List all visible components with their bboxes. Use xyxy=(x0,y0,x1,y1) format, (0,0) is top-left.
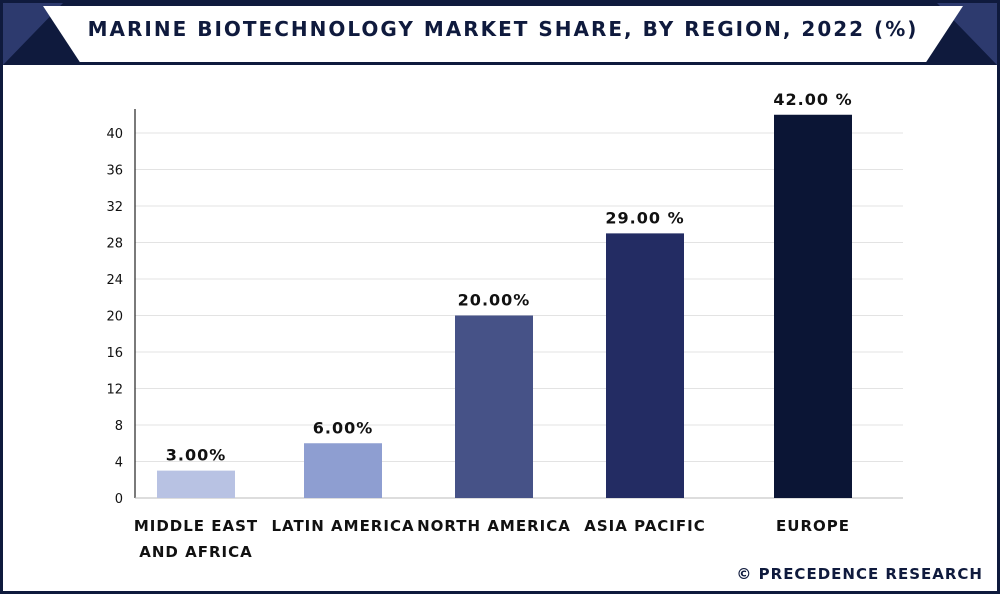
header-panel xyxy=(43,6,963,62)
y-tick-label: 0 xyxy=(115,492,123,507)
x-tick-label: LATIN AMERICA xyxy=(271,517,414,535)
bar-chart: 0 4 8 12 16 20 24 28 32 36 40 3.00% MIDDLE EAST AND A… xyxy=(106,90,903,561)
bar xyxy=(774,114,852,498)
bar xyxy=(455,315,533,498)
y-tick-label: 12 xyxy=(106,383,123,398)
y-tick-label: 24 xyxy=(106,273,123,288)
bar xyxy=(304,443,382,498)
bar xyxy=(157,470,235,498)
y-tick-label: 16 xyxy=(106,346,123,361)
y-tick-label: 36 xyxy=(106,164,123,179)
x-tick-label: ASIA PACIFIC xyxy=(584,517,705,535)
y-tick-label: 32 xyxy=(106,200,123,215)
x-tick-label: MIDDLE EAST xyxy=(134,517,258,535)
chart-title: MARINE BIOTECHNOLOGY MARKET SHARE, BY RE… xyxy=(87,17,919,41)
x-tick-label: EUROPE xyxy=(776,517,850,535)
y-tick-label: 8 xyxy=(115,419,123,434)
data-label: 29.00 % xyxy=(605,208,684,227)
y-tick-label: 20 xyxy=(106,310,123,325)
y-tick-label: 4 xyxy=(115,456,123,471)
y-tick-label: 28 xyxy=(106,237,123,252)
x-tick-label: AND AFRICA xyxy=(139,543,252,561)
x-tick-label: NORTH AMERICA xyxy=(417,517,571,535)
data-label: 42.00 % xyxy=(773,90,852,109)
source-credit: © PRECEDENCE RESEARCH xyxy=(736,565,983,583)
data-label: 20.00% xyxy=(458,291,531,310)
data-label: 6.00% xyxy=(313,418,374,437)
data-label: 3.00% xyxy=(166,446,227,465)
bar xyxy=(606,233,684,498)
y-tick-label: 40 xyxy=(106,127,123,142)
